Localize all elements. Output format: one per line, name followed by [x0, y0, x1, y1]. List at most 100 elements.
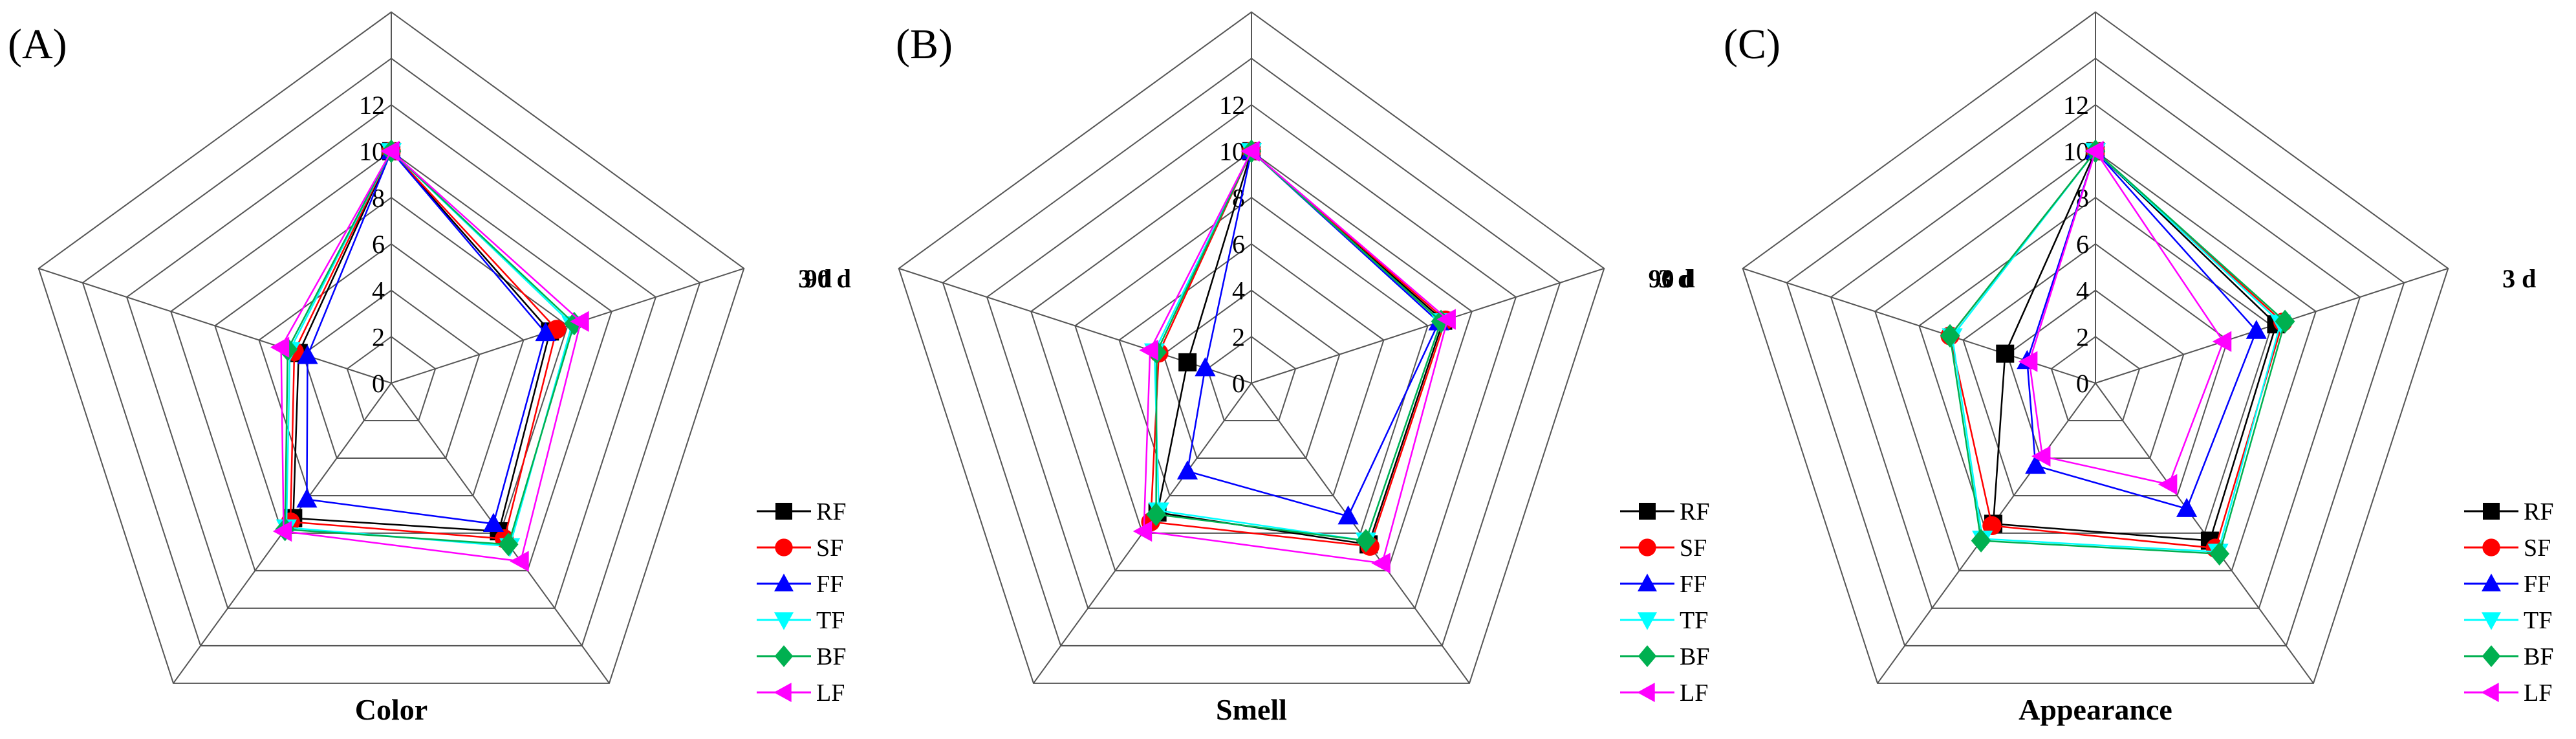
- tick-label: 2: [2076, 322, 2089, 351]
- grid-ring: [346, 336, 437, 421]
- legend-item-rf: RF: [2464, 498, 2553, 525]
- legend-label: TF: [816, 607, 845, 634]
- legend-marker-rf: [1639, 503, 1656, 520]
- legend-label: SF: [816, 535, 843, 562]
- tick-label: 4: [372, 276, 385, 305]
- series-lf: [1132, 140, 1456, 574]
- data-point-ff: [1337, 505, 1359, 525]
- legend-marker-lf: [1637, 683, 1655, 702]
- legend-label: FF: [2524, 571, 2551, 598]
- legend: RF SF FF TF BF LF: [2464, 498, 2553, 707]
- series-line-rf: [292, 149, 551, 533]
- tick-label: 2: [1232, 322, 1245, 351]
- grid-ring: [214, 197, 568, 534]
- data-point-ff: [1176, 460, 1198, 480]
- chart-title: Color: [355, 693, 428, 726]
- data-point-ff: [2025, 454, 2046, 474]
- data-point-sf: [1982, 516, 2002, 536]
- radar-grid: [898, 11, 1605, 684]
- tick-label: 4: [2076, 276, 2089, 305]
- series-line-rf: [1156, 149, 1444, 546]
- legend-marker-lf: [2481, 683, 2499, 702]
- panel-label: (A): [8, 21, 67, 68]
- axis-label-90-d: 90 d: [805, 264, 851, 293]
- data-point-bf: [1356, 529, 1376, 553]
- legend-item-tf: TF: [2464, 607, 2552, 634]
- data-point-lf: [2158, 474, 2178, 495]
- legend-item-sf: SF: [1620, 535, 1707, 562]
- legend-marker-tf: [774, 612, 794, 630]
- data-point-lf: [1132, 520, 1153, 542]
- data-point-lf: [2212, 331, 2232, 352]
- legend-item-bf: BF: [2464, 643, 2553, 670]
- chart-title: Appearance: [2019, 693, 2172, 726]
- legend-label: LF: [2524, 679, 2552, 707]
- grid-ring: [1742, 11, 2449, 684]
- legend-item-sf: SF: [757, 535, 843, 562]
- grid-ring: [1830, 104, 2361, 609]
- legend-marker-ff: [1638, 573, 1657, 591]
- series-line-tf: [1153, 149, 1442, 542]
- legend-marker-bf: [2482, 645, 2501, 667]
- grid-ring: [1162, 289, 1341, 459]
- data-point-ff: [297, 345, 318, 364]
- legend-item-bf: BF: [757, 643, 846, 670]
- legend-label: RF: [816, 498, 846, 525]
- tick-label: 6: [1232, 230, 1245, 259]
- radar-panel-c: (C)024681012FS3 d30 d60 d90 dAppearanceR…: [1649, 11, 2553, 726]
- series-line-ff: [306, 149, 547, 525]
- tick-label: 12: [1219, 91, 1245, 120]
- data-point-bf: [498, 533, 519, 557]
- legend-marker-bf: [774, 645, 794, 667]
- legend-marker-sf: [1638, 538, 1656, 557]
- grid-ring: [38, 11, 745, 684]
- legend: RF SF FF TF BF LF: [757, 498, 846, 707]
- legend-label: LF: [1680, 679, 1708, 707]
- grid-ring: [942, 58, 1561, 646]
- data-point-lf: [1139, 339, 1158, 361]
- data-point-lf: [2018, 351, 2038, 372]
- chart-title: Smell: [1216, 693, 1287, 726]
- grid-ring: [986, 104, 1517, 609]
- series-line-rf: [1992, 149, 2277, 542]
- legend-label: SF: [2524, 535, 2551, 562]
- legend-label: FF: [1680, 571, 1707, 598]
- tick-label: 6: [2076, 230, 2089, 259]
- legend-item-rf: RF: [1620, 498, 1709, 525]
- legend-label: LF: [816, 679, 845, 707]
- data-point-ff: [535, 322, 556, 342]
- grid-ring: [1918, 197, 2273, 534]
- tick-label: 0: [1232, 369, 1245, 398]
- data-point-bf: [2275, 309, 2295, 333]
- data-point-ff: [296, 488, 318, 508]
- data-point-bf: [1971, 529, 1991, 553]
- radar-grid: [38, 11, 745, 684]
- series-sf: [1141, 141, 1455, 556]
- data-point-ff: [2246, 320, 2267, 339]
- axis-label-3-d: 3 d: [2502, 264, 2536, 293]
- legend-label: BF: [816, 643, 846, 670]
- legend-item-lf: LF: [1620, 679, 1708, 707]
- legend-marker-tf: [2482, 612, 2501, 630]
- tick-label: 10: [2063, 137, 2089, 166]
- grid-ring: [170, 150, 612, 571]
- data-point-lf: [1371, 553, 1391, 574]
- data-point-ff: [482, 513, 504, 533]
- data-point-lf: [570, 311, 589, 332]
- legend-label: BF: [2524, 643, 2553, 670]
- panel-label: (B): [896, 21, 953, 68]
- data-point-lf: [2031, 445, 2051, 467]
- legend-label: RF: [1680, 498, 1709, 525]
- data-point-lf: [1436, 309, 1456, 330]
- tick-label: 12: [2063, 91, 2089, 120]
- legend-item-tf: TF: [1620, 607, 1708, 634]
- legend-item-tf: TF: [757, 607, 845, 634]
- grid-spoke: [1742, 267, 2096, 384]
- legend-label: BF: [1680, 643, 1709, 670]
- data-point-lf: [270, 336, 290, 358]
- legend-label: TF: [1680, 607, 1708, 634]
- panel-label: (C): [1724, 21, 1780, 68]
- grid-ring: [1962, 243, 2229, 496]
- grid-ring: [1030, 150, 1473, 571]
